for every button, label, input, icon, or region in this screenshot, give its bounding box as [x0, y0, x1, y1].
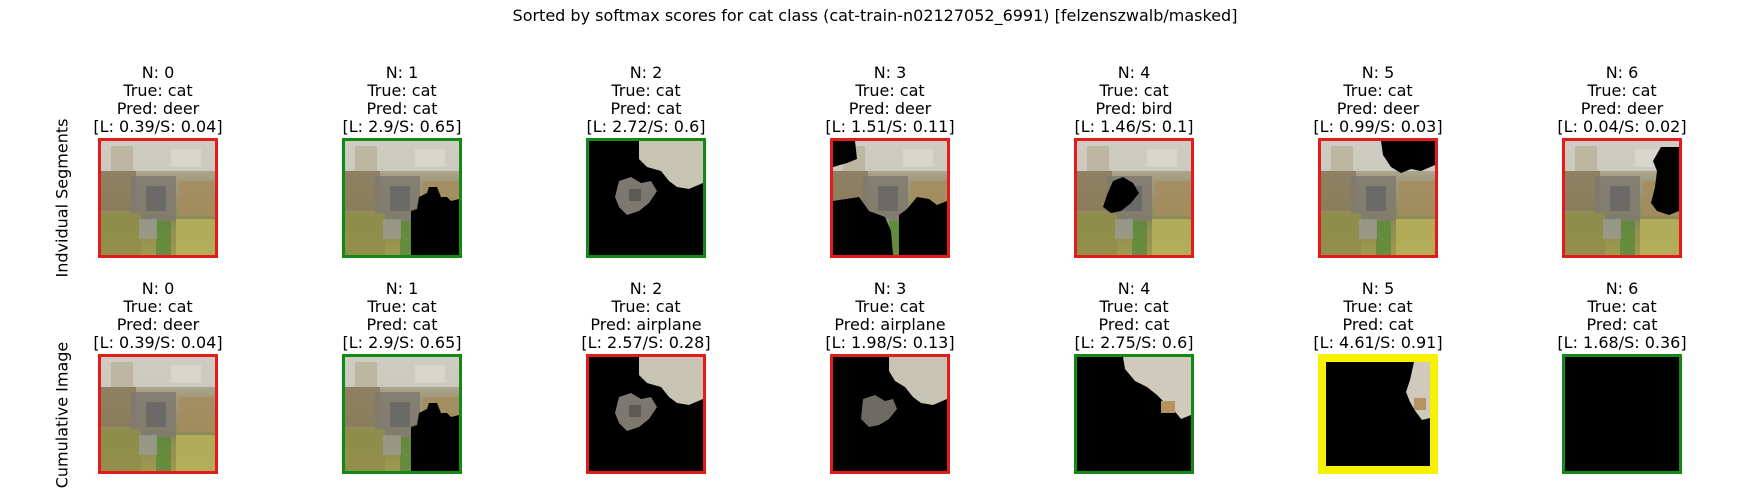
panel-scores: [L: 2.57/S: 0.28]: [581, 333, 711, 352]
panel-true: True: cat: [855, 81, 925, 100]
panel-n: N: 5: [1361, 279, 1395, 298]
panel-pred: Pred: deer: [1336, 99, 1420, 118]
panel-scores: [L: 1.51/S: 0.11]: [825, 117, 955, 136]
panel-true: True: cat: [1343, 81, 1413, 100]
panel-image: [1074, 354, 1194, 474]
panel-pred: Pred: cat: [366, 315, 438, 334]
panel-pred: Pred: deer: [116, 99, 200, 118]
panel-true: True: cat: [1343, 297, 1413, 316]
panel-pred: Pred: cat: [1098, 315, 1170, 334]
panel-true: True: cat: [611, 81, 681, 100]
panel-n: N: 3: [873, 279, 907, 298]
panel-scores: [L: 2.75/S: 0.6]: [1074, 333, 1194, 352]
panel-caption: N: 0 True: cat Pred: deer [L: 0.39/S: 0.…: [28, 280, 288, 352]
panel-image: [1074, 138, 1194, 258]
panel-n: N: 2: [629, 63, 663, 82]
panel-caption: N: 5 True: cat Pred: cat [L: 4.61/S: 0.9…: [1248, 280, 1508, 352]
panel-caption: N: 6 True: cat Pred: deer [L: 0.04/S: 0.…: [1492, 64, 1750, 136]
panel-pred: Pred: cat: [1586, 315, 1658, 334]
panel-pred: Pred: cat: [1342, 315, 1414, 334]
panel-image: [830, 138, 950, 258]
panel-true: True: cat: [367, 81, 437, 100]
panel-n: N: 5: [1361, 63, 1395, 82]
panel-true: True: cat: [123, 297, 193, 316]
figure-title: Sorted by softmax scores for cat class (…: [512, 6, 1238, 25]
panel-scores: [L: 2.72/S: 0.6]: [586, 117, 706, 136]
panel-caption: N: 1 True: cat Pred: cat [L: 2.9/S: 0.65…: [272, 64, 532, 136]
panel-n: N: 0: [141, 279, 175, 298]
panel-image: [1562, 354, 1682, 474]
panel-n: N: 4: [1117, 63, 1151, 82]
panel-scores: [L: 1.46/S: 0.1]: [1074, 117, 1194, 136]
panel-image: [1562, 138, 1682, 258]
panel-true: True: cat: [367, 297, 437, 316]
panel-image: [98, 354, 218, 474]
panel-true: True: cat: [1587, 81, 1657, 100]
panel-n: N: 2: [629, 279, 663, 298]
panel-image: [1318, 138, 1438, 258]
panel-pred: Pred: deer: [116, 315, 200, 334]
panel-caption: N: 1 True: cat Pred: cat [L: 2.9/S: 0.65…: [272, 280, 532, 352]
panel-caption: N: 2 True: cat Pred: airplane [L: 2.57/S…: [516, 280, 776, 352]
panel-image: [830, 354, 950, 474]
panel-caption: N: 2 True: cat Pred: cat [L: 2.72/S: 0.6…: [516, 64, 776, 136]
panel-true: True: cat: [855, 297, 925, 316]
panel-n: N: 6: [1605, 279, 1639, 298]
panel-caption: N: 4 True: cat Pred: bird [L: 1.46/S: 0.…: [1004, 64, 1264, 136]
panel-scores: [L: 1.98/S: 0.13]: [825, 333, 955, 352]
panel-pred: Pred: airplane: [590, 315, 702, 334]
panel-scores: [L: 2.9/S: 0.65]: [342, 333, 462, 352]
panel-pred: Pred: bird: [1095, 99, 1173, 118]
panel-n: N: 1: [385, 279, 419, 298]
panel-true: True: cat: [611, 297, 681, 316]
panel-caption: N: 3 True: cat Pred: airplane [L: 1.98/S…: [760, 280, 1020, 352]
panel-n: N: 4: [1117, 279, 1151, 298]
panel-n: N: 0: [141, 63, 175, 82]
panel-true: True: cat: [1099, 297, 1169, 316]
panel-scores: [L: 0.99/S: 0.03]: [1313, 117, 1443, 136]
panel-image: [1318, 354, 1438, 474]
panel-caption: N: 0 True: cat Pred: deer [L: 0.39/S: 0.…: [28, 64, 288, 136]
panel-pred: Pred: airplane: [834, 315, 946, 334]
panel-image: [586, 138, 706, 258]
panel-n: N: 6: [1605, 63, 1639, 82]
panel-caption: N: 3 True: cat Pred: deer [L: 1.51/S: 0.…: [760, 64, 1020, 136]
panel-image: [98, 138, 218, 258]
panel-caption: N: 6 True: cat Pred: cat [L: 1.68/S: 0.3…: [1492, 280, 1750, 352]
panel-image: [586, 354, 706, 474]
panel-n: N: 3: [873, 63, 907, 82]
panel-pred: Pred: cat: [610, 99, 682, 118]
panel-scores: [L: 0.39/S: 0.04]: [93, 333, 223, 352]
panel-pred: Pred: deer: [1580, 99, 1664, 118]
panel-caption: N: 4 True: cat Pred: cat [L: 2.75/S: 0.6…: [1004, 280, 1264, 352]
panel-true: True: cat: [1587, 297, 1657, 316]
panel-scores: [L: 0.39/S: 0.04]: [93, 117, 223, 136]
panel-scores: [L: 0.04/S: 0.02]: [1557, 117, 1687, 136]
panel-scores: [L: 4.61/S: 0.91]: [1313, 333, 1443, 352]
panel-true: True: cat: [1099, 81, 1169, 100]
panel-pred: Pred: deer: [848, 99, 932, 118]
panel-n: N: 1: [385, 63, 419, 82]
panel-caption: N: 5 True: cat Pred: deer [L: 0.99/S: 0.…: [1248, 64, 1508, 136]
panel-true: True: cat: [123, 81, 193, 100]
panel-pred: Pred: cat: [366, 99, 438, 118]
panel-scores: [L: 2.9/S: 0.65]: [342, 117, 462, 136]
panel-image: [342, 138, 462, 258]
panel-image: [342, 354, 462, 474]
panel-scores: [L: 1.68/S: 0.36]: [1557, 333, 1687, 352]
